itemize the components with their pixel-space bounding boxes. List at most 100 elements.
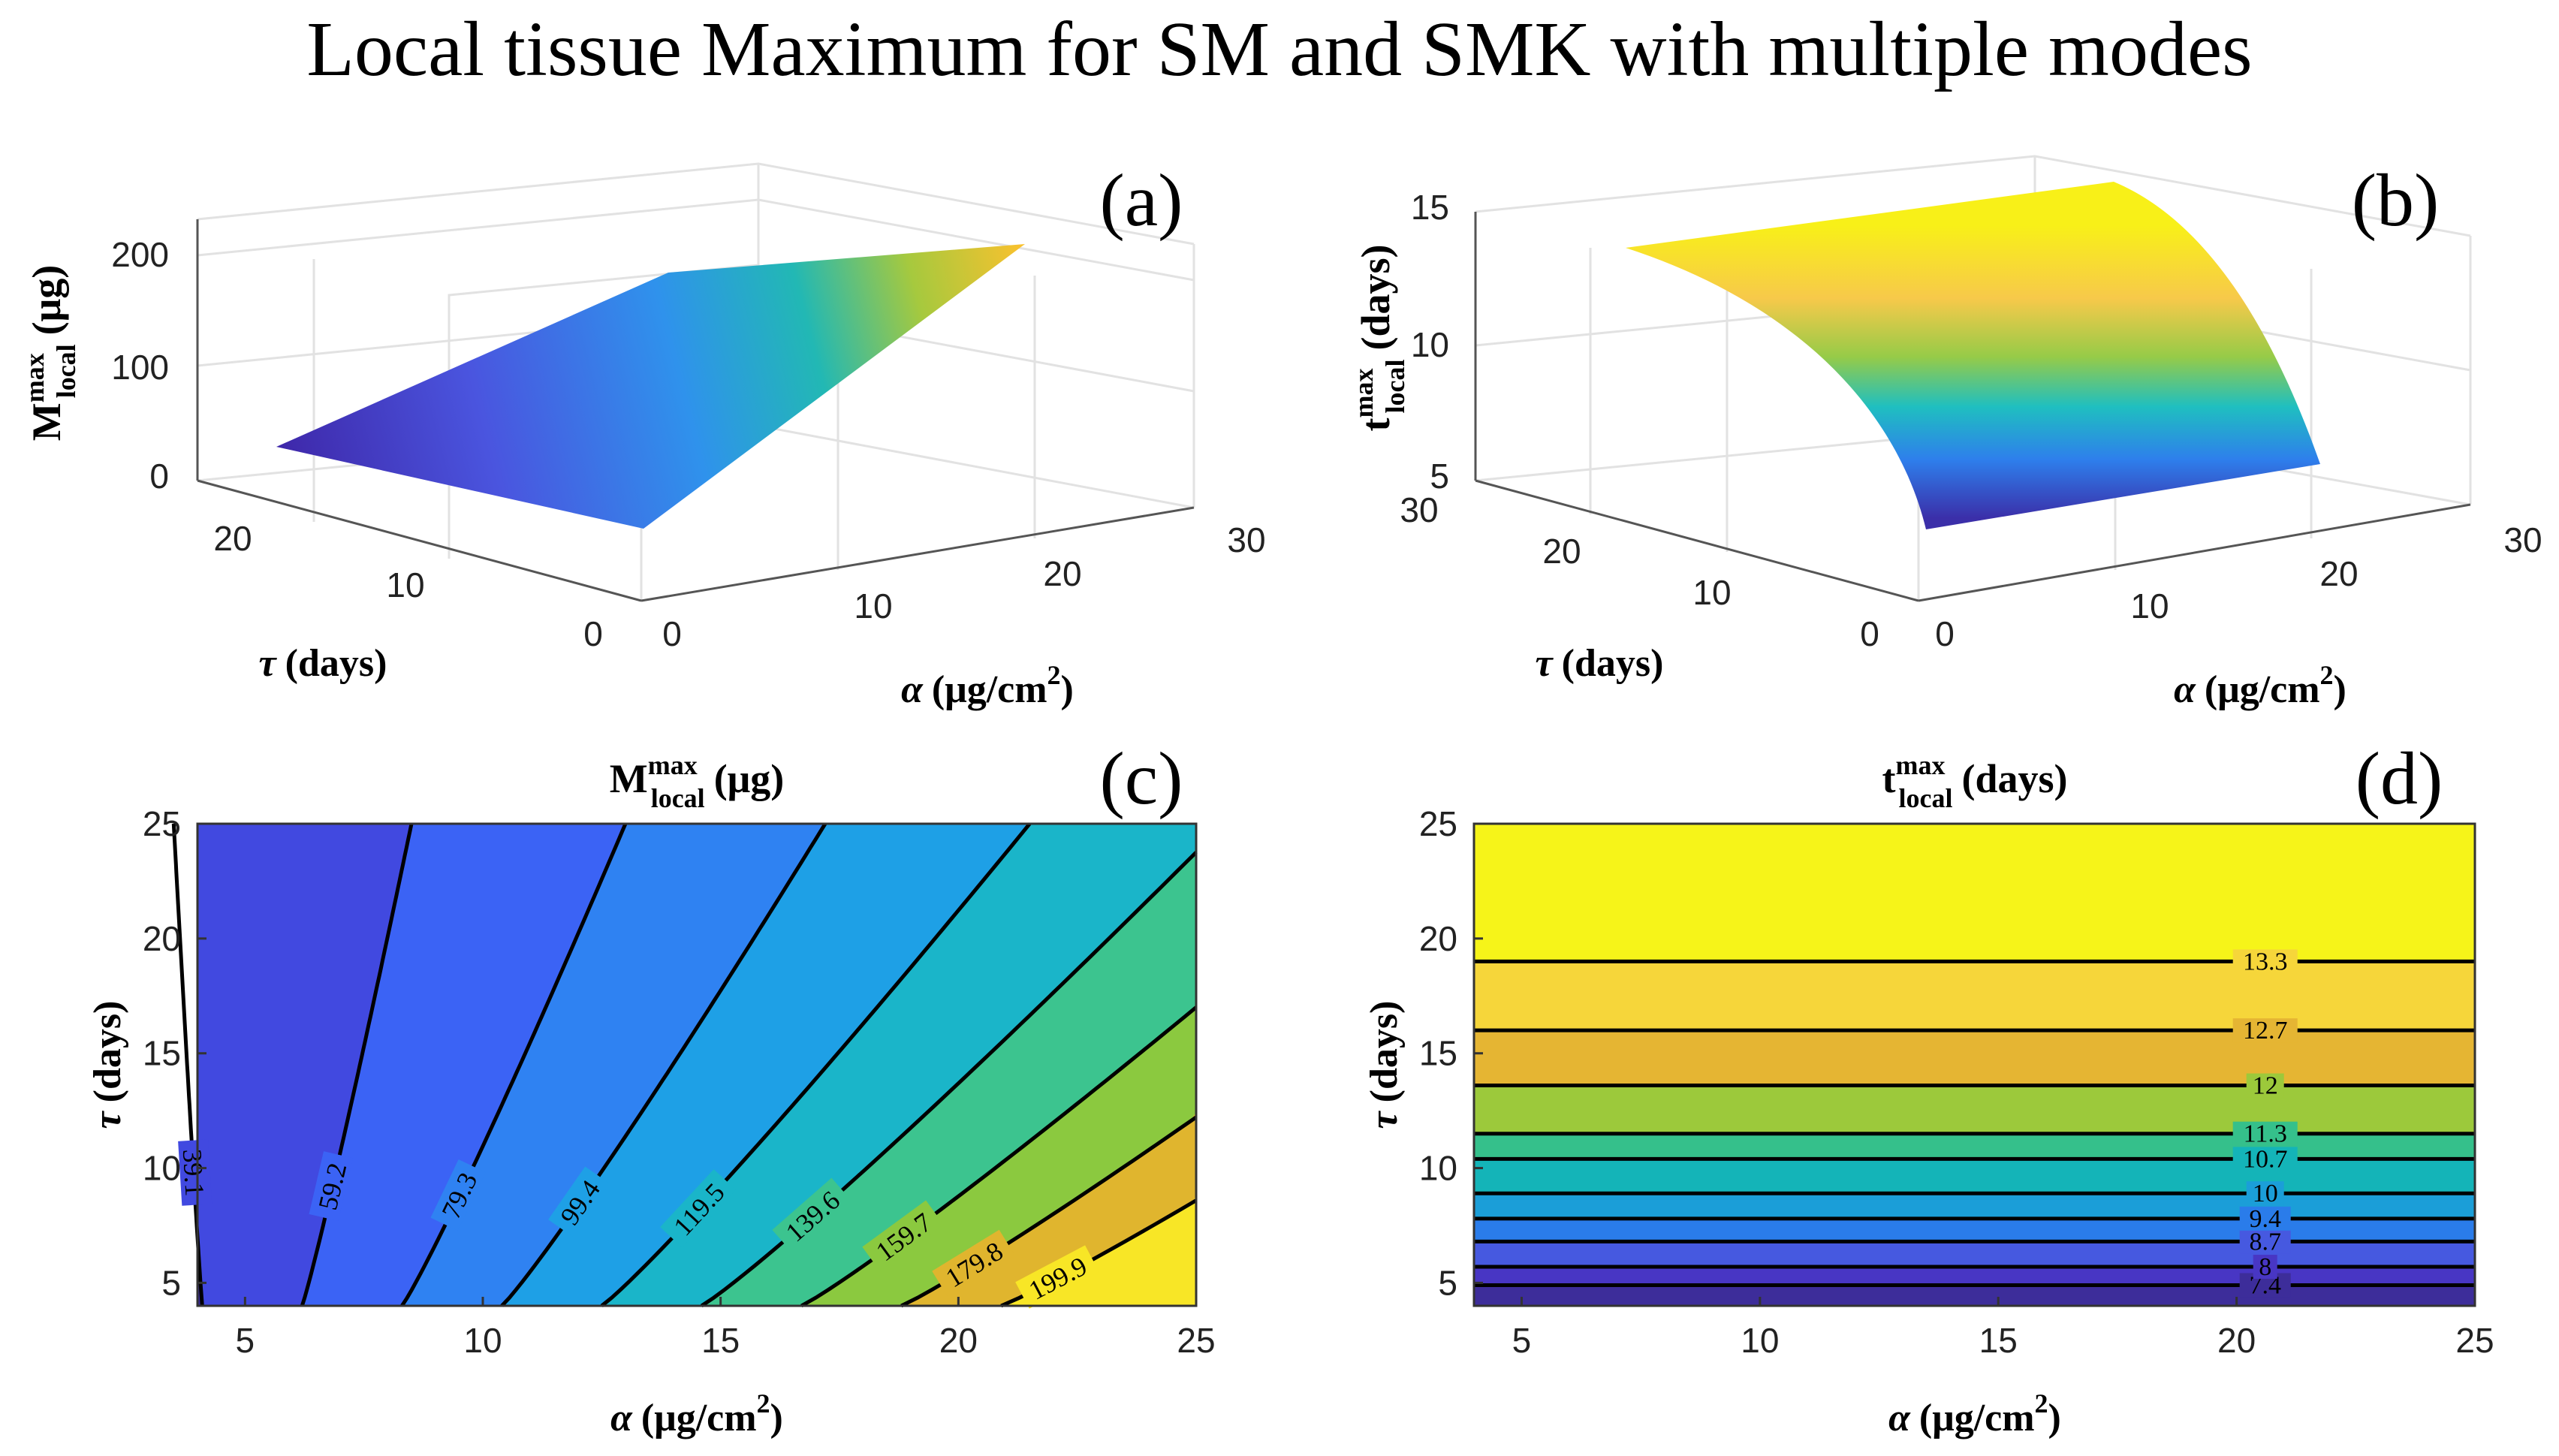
panel-d-x-tick-label: 15 (1979, 1321, 2018, 1360)
panel-d-y-ticks: 5 10 15 20 25 (1419, 804, 1483, 1302)
panel-b-y-tick-label: 10 (1692, 573, 1731, 612)
panel-d-y-tick-label: 20 (1419, 919, 1457, 958)
label-sup: 2 (2035, 1388, 2048, 1418)
panel-c-y-tick-label: 25 (143, 804, 181, 843)
panel-a-z-tick-label: 200 (111, 235, 169, 274)
greek-symbol: α (1888, 1397, 1911, 1439)
panel-c-x-axis-label: α (μg/cm2) (610, 1388, 783, 1439)
panel-c: 39.1 59.2 79.3 99.4 119.5 139.6 159.7 179.8 199.… (86, 737, 1216, 1439)
greek-symbol: α (2174, 668, 2196, 711)
panel-d-band (1474, 1218, 2475, 1242)
panel-c-y-tick-label: 20 (143, 919, 181, 958)
panel-d-contour-label: 12.7 (2243, 1017, 2288, 1045)
panel-d-y-tick-label: 25 (1419, 804, 1457, 843)
panel-b-z-axis-label: tmaxlocal (days) (1349, 245, 1410, 432)
panel-b-axes (1474, 212, 2471, 602)
panel-d-contour-label-bg (2253, 1255, 2277, 1280)
panel-a-axes (196, 219, 1195, 602)
panel-b-y-axis-label: τ (days) (1536, 642, 1664, 685)
label-unit: (μg/cm (641, 1397, 757, 1439)
panel-d-band (1474, 1241, 2475, 1268)
panel-d-title: tmax local (days) (1882, 750, 2068, 813)
label-base: M (610, 756, 648, 801)
label-unit: (days) (1562, 642, 1664, 685)
panel-d-y-tick-label: 15 (1419, 1034, 1457, 1073)
panel-b-y-tick-label: 20 (1542, 532, 1581, 571)
panel-c-y-tick-label: 15 (143, 1034, 181, 1073)
panel-d-x-axis-label: α (μg/cm2) (1888, 1388, 2061, 1439)
panel-d-contour-label-bg (2232, 1147, 2298, 1171)
greek-symbol: α (610, 1397, 633, 1439)
panel-c-contour-label-bg (309, 1151, 353, 1221)
panel-c-fill-bands (197, 823, 1197, 1307)
label-unit: (days) (86, 1001, 129, 1103)
panel-a-surface (276, 244, 1025, 529)
label-unit: (days) (1961, 756, 2067, 801)
panel-c-contour-label-bg (660, 1169, 736, 1248)
panel-c-contour-label-bg (178, 1139, 212, 1206)
panel-d-contour-label: 10 (2253, 1180, 2278, 1207)
panel-a-y-tick-label: 10 (386, 565, 424, 604)
label-sup: 2 (2320, 660, 2334, 690)
panel-a-z-axis-label: Mmaxlocal (μg) (20, 265, 81, 442)
label-close: ) (1061, 668, 1074, 711)
panel-a-z-tick-label: 0 (149, 457, 169, 496)
panel-a-y-tick-label: 0 (583, 614, 603, 653)
panel-d-band (1474, 1193, 2475, 1219)
label-unit: (days) (285, 642, 387, 685)
panel-c-contour-labels: 39.1 59.2 79.3 99.4 119.5 139.6 159.7 179.8 199.… (177, 1139, 1099, 1309)
panel-d-contour-label: 8.7 (2249, 1228, 2281, 1256)
greek-symbol: τ (1536, 642, 1554, 685)
panel-d-band (1474, 1267, 2475, 1286)
panel-c-contour-line (400, 823, 628, 1307)
panel-d-label: (d) (2356, 737, 2443, 820)
panel-d-contour-label: 11.3 (2244, 1120, 2287, 1148)
panel-d-x-tick-label: 20 (2217, 1321, 2256, 1360)
panel-c-contour-label-bg (430, 1159, 486, 1231)
panel-b-surface (1626, 182, 2320, 529)
label-sup: max (20, 353, 50, 402)
panel-c-x-tick-label: 15 (701, 1321, 740, 1360)
label-sub: local (651, 783, 705, 813)
label-sup: 2 (1047, 660, 1061, 690)
panel-c-x-tick-label: 20 (939, 1321, 978, 1360)
panel-a-y-axis-label: τ (days) (259, 642, 387, 685)
panel-c-contour-line (300, 823, 414, 1307)
label-close: ) (2334, 668, 2347, 711)
panel-d-plot-frame (1472, 822, 2476, 1307)
panel-b-z-tick-label: 5 (1430, 457, 1449, 496)
panel-c-contour-label-bg (1015, 1245, 1099, 1309)
panel-c-x-tick-label: 10 (463, 1321, 502, 1360)
panel-d-contour-label: 9.4 (2249, 1205, 2281, 1233)
panel-d-band (1474, 961, 2475, 1031)
panel-b: 5 10 15 0 10 20 30 0 10 20 30 (b) tmaxlo… (1349, 155, 2542, 711)
label-base: M (24, 402, 69, 441)
panel-d-band (1474, 1159, 2475, 1194)
panel-a-label: (a) (1100, 158, 1183, 242)
label-base: t (1353, 418, 1398, 431)
panel-c-contour-label-bg (862, 1200, 944, 1271)
panel-a: 0 100 200 0 10 20 0 10 20 30 (a) Mmaxloc… (20, 158, 1266, 711)
panel-d-contour-label: 12 (2253, 1072, 2278, 1100)
panel-d-contour-label-bg (2246, 1073, 2284, 1098)
panel-c-y-tick-label: 10 (143, 1149, 181, 1188)
label-base: t (1882, 756, 1896, 801)
panel-b-z-tick-label: 15 (1411, 188, 1449, 227)
panel-d-band (1474, 1030, 2475, 1086)
label-sub: local (51, 344, 81, 398)
panel-d-contour-lines (1474, 959, 2475, 1287)
panel-b-y-tick-label: 30 (1400, 490, 1438, 529)
panel-d-contour-label-bg (2246, 1181, 2284, 1206)
panel-c-contour-label: 39.1 (177, 1148, 210, 1197)
panel-c-contour-label-bg (932, 1229, 1015, 1297)
panel-b-x-tick-label: 10 (2130, 586, 2169, 626)
label-sub: local (1898, 783, 1952, 813)
panel-a-z-tick-label: 100 (111, 348, 169, 387)
panel-c-y-axis-label: τ (days) (86, 1001, 129, 1129)
panel-d-y-tick-label: 5 (1438, 1263, 1457, 1302)
label-unit: (days) (1363, 1001, 1406, 1103)
panel-c-title: Mmax local (μg) (610, 750, 785, 813)
